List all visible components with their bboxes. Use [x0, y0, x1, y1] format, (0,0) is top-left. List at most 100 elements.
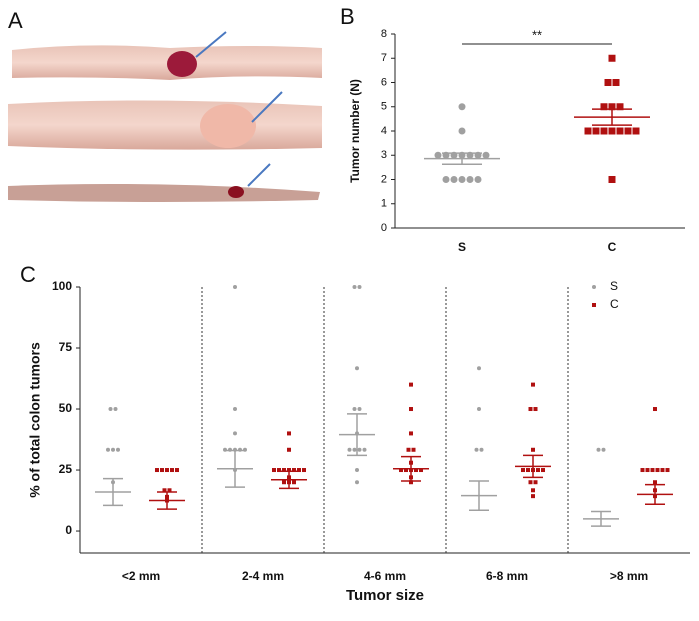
data-point — [292, 468, 296, 473]
data-point — [536, 468, 540, 473]
data-point — [600, 103, 608, 111]
significance: ** — [532, 27, 542, 42]
data-point — [411, 447, 416, 452]
data-point — [533, 480, 538, 485]
data-point — [352, 407, 357, 412]
error-bar — [103, 477, 123, 507]
data-point — [287, 468, 291, 473]
data-point — [528, 480, 533, 485]
data-point — [165, 468, 169, 473]
data-point — [616, 127, 624, 135]
data-point — [357, 407, 362, 412]
data-point — [287, 431, 291, 436]
data-point — [175, 468, 179, 473]
panel-label: C — [20, 262, 36, 287]
data-point — [155, 468, 159, 473]
data-point — [458, 176, 466, 183]
arrow — [247, 163, 271, 187]
x-tick-label: 4-6 mm — [364, 569, 406, 583]
y-tick-label: 6 — [381, 76, 387, 88]
data-point — [474, 176, 482, 183]
data-point — [596, 447, 601, 452]
data-point — [616, 103, 624, 111]
data-point — [640, 468, 645, 473]
data-point — [277, 468, 281, 473]
y-tick-label: 25 — [59, 462, 73, 476]
y-tick-label: 4 — [381, 125, 387, 137]
data-point — [650, 468, 655, 473]
data-point — [292, 480, 296, 485]
y-tick-label: 1 — [381, 198, 387, 210]
data-point — [162, 488, 167, 493]
data-point — [272, 468, 276, 473]
legend-marker — [592, 303, 596, 307]
y-tick-label: 75 — [59, 340, 73, 354]
data-point — [600, 127, 608, 135]
data-point — [531, 494, 535, 499]
panel-label: A — [8, 8, 23, 33]
data-point — [632, 127, 640, 135]
data-point — [655, 468, 660, 473]
data-point — [531, 447, 535, 452]
panel-label: B — [340, 4, 355, 29]
data-point — [526, 468, 530, 473]
data-point — [660, 468, 665, 473]
data-point — [170, 468, 174, 473]
error-bar — [157, 491, 177, 510]
data-point — [474, 447, 479, 452]
data-point — [458, 127, 466, 135]
data-point — [624, 127, 632, 135]
data-point — [584, 127, 592, 135]
tissue — [8, 184, 320, 202]
data-point — [479, 447, 484, 452]
error-bar — [347, 413, 367, 457]
x-tick-label: S — [458, 240, 466, 254]
error-bar — [523, 454, 543, 479]
error-bar — [469, 480, 489, 512]
y-tick-label: 3 — [381, 149, 387, 161]
data-point — [450, 176, 458, 183]
data-point — [106, 447, 110, 452]
error-bar — [442, 152, 482, 165]
data-point — [528, 407, 533, 412]
tissue — [12, 45, 322, 80]
data-point — [357, 447, 362, 452]
x-tick-label: C — [608, 240, 617, 254]
x-tick-label: 2-4 mm — [242, 569, 284, 583]
photos — [8, 31, 322, 202]
data-point — [352, 285, 357, 289]
error-bar — [225, 449, 245, 488]
data-point — [665, 468, 670, 473]
error-bar — [401, 455, 421, 482]
y-tick-label: 0 — [65, 523, 72, 537]
y-tick-label: 50 — [59, 401, 73, 415]
error-bar — [279, 470, 299, 490]
data-point — [113, 407, 118, 412]
data-point — [406, 447, 411, 452]
data-point — [233, 285, 237, 289]
data-point — [355, 480, 359, 485]
data-point — [409, 431, 413, 436]
y-tick-label: 7 — [381, 52, 387, 64]
data-point — [645, 468, 650, 473]
data-point — [466, 176, 474, 183]
y-tick-label: 8 — [381, 28, 387, 40]
legend-label: C — [610, 297, 619, 311]
data-point — [531, 488, 535, 493]
data-point — [111, 447, 115, 452]
x-tick-label: 6-8 mm — [486, 569, 528, 583]
data-point — [612, 79, 620, 86]
data-point — [233, 431, 237, 436]
data-point — [297, 468, 301, 473]
data-point — [108, 407, 113, 412]
tumor — [200, 104, 256, 148]
data-point — [482, 151, 490, 159]
data-point — [167, 488, 172, 493]
data-point — [653, 480, 657, 485]
arrow — [251, 91, 283, 123]
y-tick-label: 0 — [381, 222, 387, 234]
y-axis-label: Tumor number (N) — [348, 79, 362, 183]
data-point — [477, 366, 481, 371]
data-point — [419, 468, 423, 473]
data-point — [608, 54, 616, 62]
